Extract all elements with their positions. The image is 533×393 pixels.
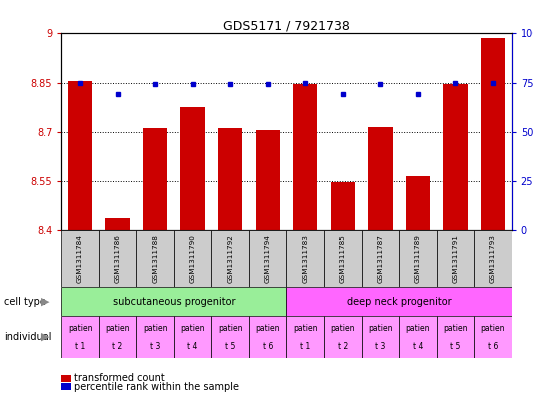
Text: t 4: t 4 (413, 342, 423, 351)
Bar (61, 230, 99, 287)
Bar (481, 38, 505, 230)
Text: GSM1311793: GSM1311793 (490, 234, 496, 283)
Text: percentile rank within the sample: percentile rank within the sample (74, 382, 239, 392)
Text: subcutaneous progenitor: subcutaneous progenitor (112, 297, 235, 307)
Text: patien: patien (293, 324, 318, 333)
Bar (474, 316, 512, 358)
Text: t 5: t 5 (225, 342, 236, 351)
Bar (437, 316, 474, 358)
Bar (249, 230, 287, 287)
Bar (212, 230, 249, 287)
Text: patien: patien (68, 324, 92, 333)
Text: transformed count: transformed count (74, 373, 164, 383)
Text: patien: patien (330, 324, 355, 333)
Title: GDS5171 / 7921738: GDS5171 / 7921738 (223, 19, 350, 32)
Text: patien: patien (218, 324, 243, 333)
Text: ▶: ▶ (41, 297, 50, 307)
Text: patien: patien (106, 324, 130, 333)
Text: GSM1311792: GSM1311792 (227, 234, 233, 283)
Bar (443, 84, 467, 230)
Text: t 1: t 1 (75, 342, 85, 351)
Text: t 2: t 2 (112, 342, 123, 351)
Bar (61, 287, 287, 316)
Bar (174, 230, 212, 287)
Bar (136, 316, 174, 358)
Text: GSM1311785: GSM1311785 (340, 234, 346, 283)
Bar (174, 316, 212, 358)
Text: GSM1311790: GSM1311790 (190, 234, 196, 283)
Bar (106, 219, 130, 230)
Text: t 3: t 3 (375, 342, 385, 351)
Bar (330, 182, 355, 230)
Bar (99, 230, 136, 287)
Text: patien: patien (180, 324, 205, 333)
Bar (361, 316, 399, 358)
Text: t 6: t 6 (488, 342, 498, 351)
Text: patien: patien (255, 324, 280, 333)
Bar (99, 316, 136, 358)
Bar (218, 129, 243, 230)
Text: GSM1311784: GSM1311784 (77, 234, 83, 283)
Bar (181, 107, 205, 230)
Text: t 4: t 4 (188, 342, 198, 351)
Bar (68, 81, 92, 230)
Text: GSM1311789: GSM1311789 (415, 234, 421, 283)
Text: t 2: t 2 (338, 342, 348, 351)
Bar (61, 316, 99, 358)
Bar (287, 316, 324, 358)
Text: GSM1311783: GSM1311783 (302, 234, 308, 283)
Bar (212, 316, 249, 358)
Text: GSM1311791: GSM1311791 (453, 234, 458, 283)
Bar (361, 230, 399, 287)
Text: t 1: t 1 (300, 342, 310, 351)
Text: ▶: ▶ (41, 332, 50, 342)
Bar (399, 316, 437, 358)
Text: GSM1311788: GSM1311788 (152, 234, 158, 283)
Text: deep neck progenitor: deep neck progenitor (347, 297, 451, 307)
Text: cell type: cell type (4, 297, 46, 307)
Bar (399, 230, 437, 287)
Text: t 3: t 3 (150, 342, 160, 351)
Text: patien: patien (143, 324, 167, 333)
Text: GSM1311794: GSM1311794 (265, 234, 271, 283)
Text: individual: individual (4, 332, 52, 342)
Bar (406, 176, 430, 230)
Bar (249, 316, 287, 358)
Bar (287, 287, 512, 316)
Text: patien: patien (406, 324, 430, 333)
Text: t 5: t 5 (450, 342, 461, 351)
Bar (437, 230, 474, 287)
Text: patien: patien (368, 324, 393, 333)
Text: GSM1311787: GSM1311787 (377, 234, 383, 283)
Bar (368, 127, 392, 230)
Text: patien: patien (481, 324, 505, 333)
Bar (287, 230, 324, 287)
Text: GSM1311786: GSM1311786 (115, 234, 120, 283)
Bar (474, 230, 512, 287)
Bar (324, 316, 361, 358)
Bar (255, 130, 280, 230)
Text: patien: patien (443, 324, 467, 333)
Text: t 6: t 6 (263, 342, 273, 351)
Bar (143, 129, 167, 230)
Bar (293, 84, 318, 230)
Bar (136, 230, 174, 287)
Bar (324, 230, 361, 287)
